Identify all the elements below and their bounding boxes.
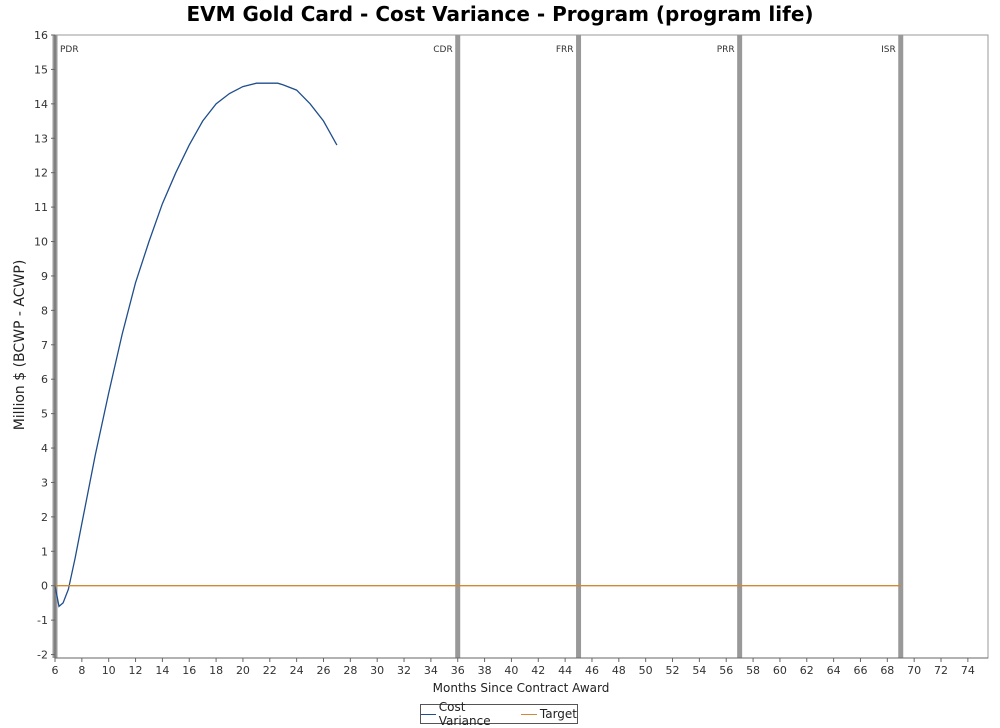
y-tick-label: 2	[41, 511, 48, 524]
y-tick-label: 14	[34, 98, 48, 111]
x-tick-label: 54	[692, 664, 706, 677]
chart-title: EVM Gold Card - Cost Variance - Program …	[186, 2, 814, 26]
x-tick-label: 6	[52, 664, 59, 677]
y-tick-label: -1	[37, 614, 48, 627]
x-tick-label: 52	[666, 664, 680, 677]
y-tick-label: 7	[41, 339, 48, 352]
x-tick-label: 12	[129, 664, 143, 677]
x-tick-label: 64	[827, 664, 841, 677]
x-tick-label: 38	[478, 664, 492, 677]
x-tick-label: 8	[78, 664, 85, 677]
x-tick-label: 62	[800, 664, 814, 677]
milestone-label-isr: ISR	[881, 45, 896, 55]
y-tick-label: 15	[34, 63, 48, 76]
x-tick-label: 34	[424, 664, 438, 677]
y-tick-label: 16	[34, 29, 48, 42]
milestone-label-prr: PRR	[717, 45, 735, 55]
plot-background	[54, 34, 989, 659]
series-layer	[54, 82, 901, 608]
x-tick-label: 20	[236, 664, 250, 677]
series-line-cost-variance	[54, 82, 338, 608]
y-tick-label: 0	[41, 580, 48, 593]
y-tick-label: 8	[41, 304, 48, 317]
x-tick-label: 66	[853, 664, 867, 677]
x-tick-label: 22	[263, 664, 277, 677]
x-tick-label: 40	[504, 664, 518, 677]
x-tick-label: 14	[155, 664, 169, 677]
legend-item-cost-variance: Cost Variance	[421, 700, 515, 728]
y-tick-label: 12	[34, 167, 48, 180]
x-tick-label: 50	[639, 664, 653, 677]
y-tick-label: 4	[41, 442, 48, 455]
x-tick-label: 24	[290, 664, 304, 677]
x-tick-label: 56	[719, 664, 733, 677]
x-tick-label: 60	[773, 664, 787, 677]
x-tick-label: 10	[102, 664, 116, 677]
y-tick-label: 10	[34, 236, 48, 249]
x-tick-label: 44	[558, 664, 572, 677]
x-tick-label: 18	[209, 664, 223, 677]
milestone-label-frr: FRR	[556, 45, 574, 55]
x-axis-label: Months Since Contract Award	[432, 681, 610, 695]
milestone-label-cdr: CDR	[433, 45, 452, 55]
y-tick-label: -2	[37, 649, 48, 662]
legend-label-cost-variance: Cost Variance	[438, 700, 491, 728]
legend-swatch-target	[520, 713, 537, 715]
x-tick-label: 30	[370, 664, 384, 677]
legend-label-target: Target	[539, 707, 577, 721]
legend-swatch-cost-variance	[421, 713, 436, 715]
y-tick-label: 6	[41, 373, 48, 386]
x-tick-label: 28	[343, 664, 357, 677]
x-tick-label: 74	[961, 664, 975, 677]
y-tick-label: 1	[41, 545, 48, 558]
x-tick-label: 32	[397, 664, 411, 677]
y-tick-label: 11	[34, 201, 48, 214]
x-tick-label: 42	[531, 664, 545, 677]
x-tick-label: 46	[585, 664, 599, 677]
legend: Cost Variance Target	[420, 700, 578, 728]
x-tick-label: 58	[746, 664, 760, 677]
y-tick-label: 13	[34, 132, 48, 145]
x-tick-label: 70	[907, 664, 921, 677]
x-tick-label: 48	[612, 664, 626, 677]
x-tick-label: 72	[934, 664, 948, 677]
y-tick-label: 9	[41, 270, 48, 283]
x-tick-label: 16	[182, 664, 196, 677]
x-tick-label: 68	[880, 664, 894, 677]
y-tick-label: 5	[41, 408, 48, 421]
x-tick-label: 36	[451, 664, 465, 677]
x-tick-label: 26	[316, 664, 330, 677]
milestone-label-pdr: PDR	[60, 45, 79, 55]
y-tick-label: 3	[41, 476, 48, 489]
legend-item-target: Target	[520, 707, 577, 721]
